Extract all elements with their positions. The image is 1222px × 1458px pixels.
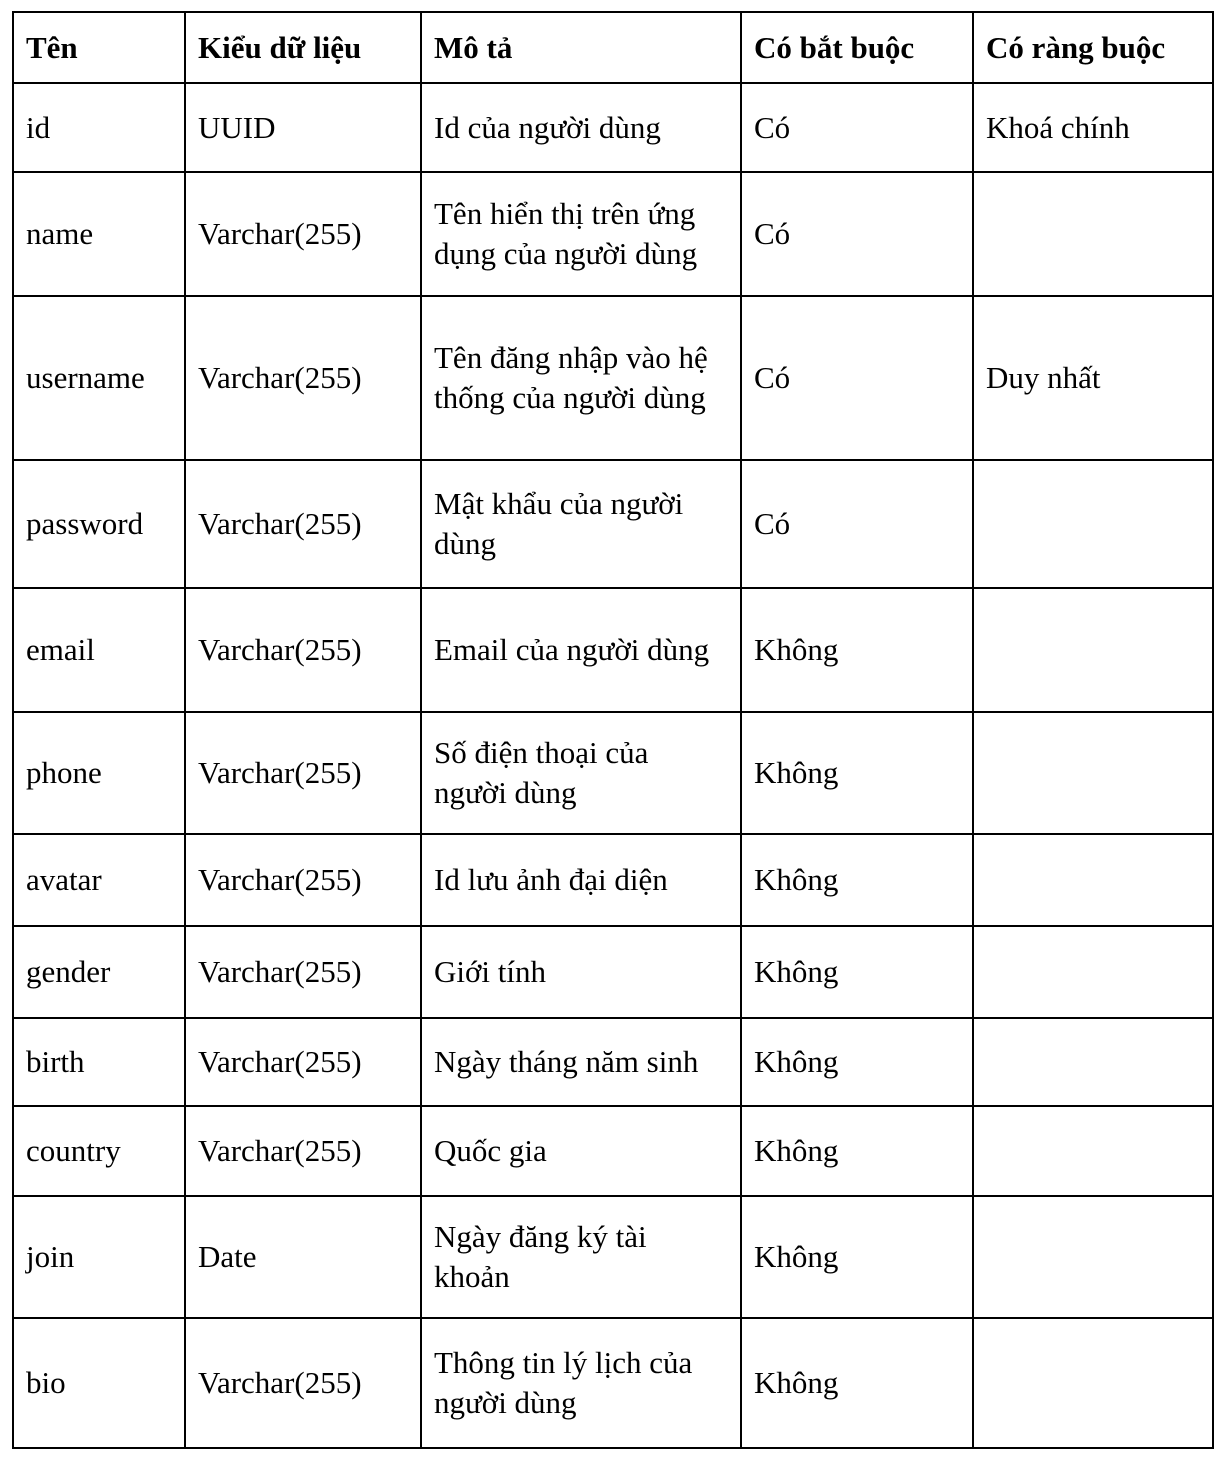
header-name: Tên [12,11,186,84]
table-row: email Varchar(255) Email của người dùng … [12,587,1214,713]
cell-field-name: country [12,1105,186,1197]
table-row: bio Varchar(255) Thông tin lý lịch của n… [12,1317,1214,1449]
header-required: Có bắt buộc [740,11,974,84]
cell-field-name: birth [12,1017,186,1107]
cell-required: Có [740,171,974,297]
table-row: username Varchar(255) Tên đăng nhập vào … [12,295,1214,461]
cell-data-type: Varchar(255) [184,171,422,297]
cell-field-name: name [12,171,186,297]
schema-table: Tên Kiểu dữ liệu Mô tả Có bắt buộc Có rà… [12,11,1214,1449]
cell-description: Id của người dùng [420,82,742,173]
cell-data-type: Date [184,1195,422,1319]
cell-constraint: Khoá chính [972,82,1214,173]
cell-field-name: id [12,82,186,173]
cell-field-name: gender [12,925,186,1019]
cell-field-name: bio [12,1317,186,1449]
cell-description: Id lưu ảnh đại diện [420,833,742,927]
cell-field-name: avatar [12,833,186,927]
cell-constraint [972,1317,1214,1449]
cell-description: Quốc gia [420,1105,742,1197]
cell-description: Tên hiển thị trên ứng dụng của người dùn… [420,171,742,297]
cell-constraint [972,1195,1214,1319]
cell-data-type: Varchar(255) [184,459,422,589]
header-constraint: Có ràng buộc [972,11,1214,84]
table-row: join Date Ngày đăng ký tài khoản Không [12,1195,1214,1319]
cell-required: Có [740,82,974,173]
cell-description: Mật khẩu của người dùng [420,459,742,589]
cell-required: Có [740,459,974,589]
cell-data-type: Varchar(255) [184,925,422,1019]
header-description: Mô tả [420,11,742,84]
cell-description: Tên đăng nhập vào hệ thống của người dùn… [420,295,742,461]
header-data-type: Kiểu dữ liệu [184,11,422,84]
cell-required: Không [740,1195,974,1319]
cell-data-type: Varchar(255) [184,711,422,835]
cell-required: Không [740,833,974,927]
cell-required: Không [740,925,974,1019]
cell-constraint [972,587,1214,713]
cell-field-name: username [12,295,186,461]
cell-field-name: password [12,459,186,589]
cell-data-type: Varchar(255) [184,295,422,461]
table-row: country Varchar(255) Quốc gia Không [12,1105,1214,1197]
cell-constraint [972,171,1214,297]
table-row: gender Varchar(255) Giới tính Không [12,925,1214,1019]
table-row: name Varchar(255) Tên hiển thị trên ứng … [12,171,1214,297]
table-row: avatar Varchar(255) Id lưu ảnh đại diện … [12,833,1214,927]
cell-constraint [972,833,1214,927]
cell-constraint [972,459,1214,589]
table-row: phone Varchar(255) Số điện thoại của ngư… [12,711,1214,835]
cell-description: Ngày tháng năm sinh [420,1017,742,1107]
cell-field-name: join [12,1195,186,1319]
cell-required: Không [740,1017,974,1107]
cell-data-type: Varchar(255) [184,587,422,713]
cell-required: Không [740,711,974,835]
table-row: birth Varchar(255) Ngày tháng năm sinh K… [12,1017,1214,1107]
cell-required: Không [740,587,974,713]
cell-description: Ngày đăng ký tài khoản [420,1195,742,1319]
cell-data-type: Varchar(255) [184,1317,422,1449]
cell-constraint [972,1017,1214,1107]
cell-constraint [972,711,1214,835]
cell-description: Số điện thoại của người dùng [420,711,742,835]
cell-data-type: Varchar(255) [184,1017,422,1107]
cell-constraint: Duy nhất [972,295,1214,461]
cell-required: Có [740,295,974,461]
table-header-row: Tên Kiểu dữ liệu Mô tả Có bắt buộc Có rà… [12,11,1214,84]
cell-description: Email của người dùng [420,587,742,713]
cell-constraint [972,1105,1214,1197]
cell-field-name: phone [12,711,186,835]
cell-data-type: UUID [184,82,422,173]
cell-description: Thông tin lý lịch của người dùng [420,1317,742,1449]
cell-field-name: email [12,587,186,713]
cell-data-type: Varchar(255) [184,833,422,927]
cell-description: Giới tính [420,925,742,1019]
cell-required: Không [740,1105,974,1197]
cell-constraint [972,925,1214,1019]
table-row: password Varchar(255) Mật khẩu của người… [12,459,1214,589]
table-row: id UUID Id của người dùng Có Khoá chính [12,82,1214,173]
cell-data-type: Varchar(255) [184,1105,422,1197]
cell-required: Không [740,1317,974,1449]
